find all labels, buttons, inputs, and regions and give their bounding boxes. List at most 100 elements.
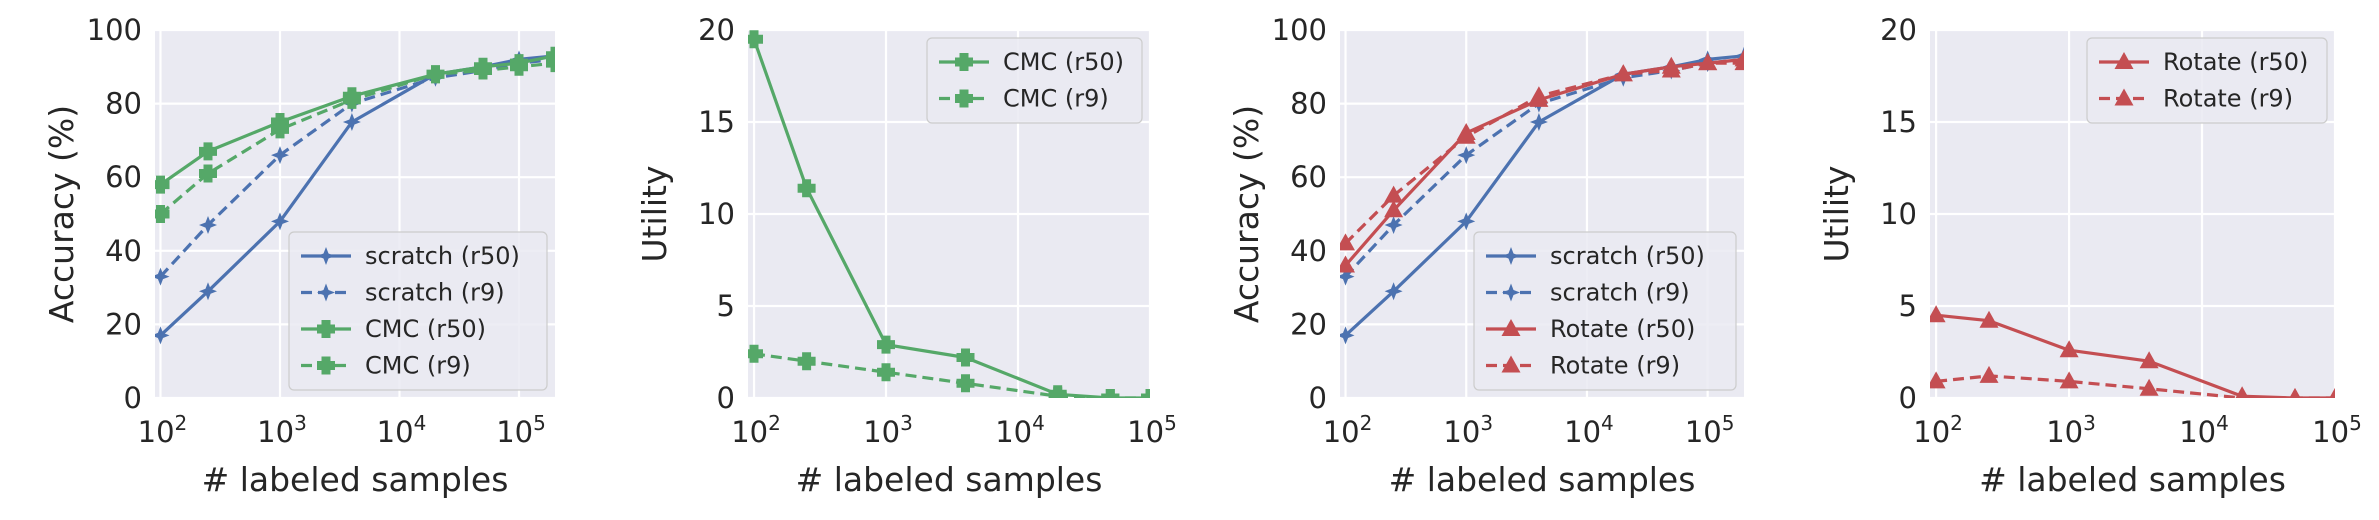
data-point (956, 374, 975, 393)
data-point (199, 282, 217, 301)
data-point (1457, 146, 1476, 165)
legend-box (288, 231, 548, 391)
data-point (155, 205, 170, 223)
y-tick-label: 80 (1290, 87, 1327, 121)
legend-marker (2114, 52, 2134, 69)
legend: scratch (r50) scratch (r9) CMC (r50) CMC (r… (288, 231, 548, 391)
data-point (1340, 267, 1355, 286)
legend-marker (1502, 283, 1520, 302)
data-point (2139, 351, 2159, 369)
data-point (2236, 388, 2248, 398)
x-tick-label: 102 (1323, 411, 1373, 449)
legend-label: Rotate (r50) (1550, 315, 1695, 343)
series-line-1 (1344, 54, 1744, 337)
chart-panel-1: 0 20 40 60 80 100 102 103 104 105 # labeled sample… (42, 13, 555, 499)
data-point (510, 57, 528, 76)
series-group (1340, 46, 1744, 345)
y-tick-label: 40 (105, 234, 142, 268)
legend-marker (1502, 247, 1520, 265)
x-tick-label: 105 (1685, 411, 1735, 449)
x-tick-label: 103 (863, 411, 913, 449)
data-point (1529, 86, 1549, 104)
data-point (426, 65, 445, 84)
y-tick-label: 80 (105, 87, 142, 121)
data-point (1457, 212, 1476, 231)
data-point (1101, 389, 1120, 398)
data-point (1384, 216, 1403, 234)
data-point (199, 142, 217, 161)
data-point (2059, 371, 2079, 389)
legend-marker (317, 247, 335, 265)
data-point (1698, 53, 1718, 71)
legend-marker (2114, 88, 2134, 106)
legend-marker (317, 320, 335, 338)
x-tick-label: 102 (1913, 411, 1963, 449)
y-tick-label: 5 (1899, 289, 1917, 323)
legend-marker (1501, 319, 1521, 336)
legend: CMC (r50) CMC (r9) (926, 37, 1143, 124)
data-point (1340, 255, 1355, 273)
data-point (546, 54, 555, 73)
x-tick-label: 105 (1127, 411, 1177, 449)
data-point (271, 120, 289, 139)
x-axis-label: # labeled samples (202, 460, 509, 499)
y-tick-label: 0 (124, 381, 142, 415)
legend-box (2086, 37, 2328, 124)
data-point (1930, 305, 1946, 323)
y-tick-label: 0 (1309, 381, 1327, 415)
series-group (155, 46, 555, 345)
y-tick-label: 15 (1880, 105, 1917, 139)
x-axis-label: # labeled samples (796, 460, 1103, 499)
y-axis-label: Accuracy (%) (42, 105, 81, 323)
legend-marker (317, 356, 335, 375)
data-point (1613, 64, 1633, 82)
legend: Rotate (r50) Rotate (r9) (2086, 37, 2328, 124)
y-tick-label: 60 (105, 160, 142, 194)
legend-marker (955, 53, 973, 71)
x-tick-label: 102 (138, 411, 188, 449)
data-point (199, 216, 217, 234)
data-point (1979, 365, 1999, 383)
data-point (1930, 371, 1946, 389)
x-tick-label: 104 (995, 411, 1045, 449)
data-point (342, 90, 361, 109)
data-point (797, 352, 816, 371)
y-tick-label: 100 (87, 13, 142, 47)
legend-label: Rotate (r50) (2163, 48, 2308, 76)
data-point (1048, 387, 1067, 398)
y-tick-label: 10 (1880, 197, 1917, 231)
chart-panel-4: 0 5 10 15 20 102 103 104 105 # labeled samples Uti… (1817, 13, 2362, 499)
legend-label: scratch (r9) (1550, 279, 1690, 307)
x-tick-label: 104 (1564, 411, 1614, 449)
y-tick-label: 15 (698, 105, 735, 139)
series-group (748, 30, 1150, 398)
data-point (748, 344, 763, 363)
legend-label: CMC (r50) (365, 315, 486, 343)
x-tick-label: 104 (377, 411, 427, 449)
x-tick-label: 103 (2046, 411, 2096, 449)
chart-panel-3: 0 20 40 60 80 100 102 103 104 105 # labeled sample… (1227, 13, 1744, 499)
data-point (1734, 53, 1744, 71)
y-tick-label: 0 (1899, 381, 1917, 415)
legend-box (1473, 231, 1737, 391)
data-point (1384, 282, 1403, 301)
data-point (797, 179, 816, 198)
legend-marker (955, 89, 973, 108)
legend-label: CMC (r9) (1003, 85, 1109, 113)
y-tick-label: 10 (698, 197, 735, 231)
y-tick-label: 20 (1880, 13, 1917, 47)
data-point (342, 113, 361, 131)
legend: scratch (r50) scratch (r9) Rotate (r50) Rot… (1473, 231, 1737, 391)
legend-marker (317, 283, 335, 302)
series-line-4 (159, 61, 555, 216)
data-point (199, 164, 217, 183)
data-point (1735, 46, 1744, 65)
x-axis-label: # labeled samples (1979, 460, 2286, 499)
data-point (1384, 185, 1404, 203)
y-tick-label: 40 (1290, 234, 1327, 268)
chart-panel-2: 0 5 10 15 20 102 103 104 105 # labeled samples Uti… (635, 13, 1177, 499)
data-point (877, 363, 895, 382)
legend-marker (1501, 355, 1521, 373)
y-tick-label: 20 (1290, 307, 1327, 341)
y-tick-label: 20 (698, 13, 735, 47)
